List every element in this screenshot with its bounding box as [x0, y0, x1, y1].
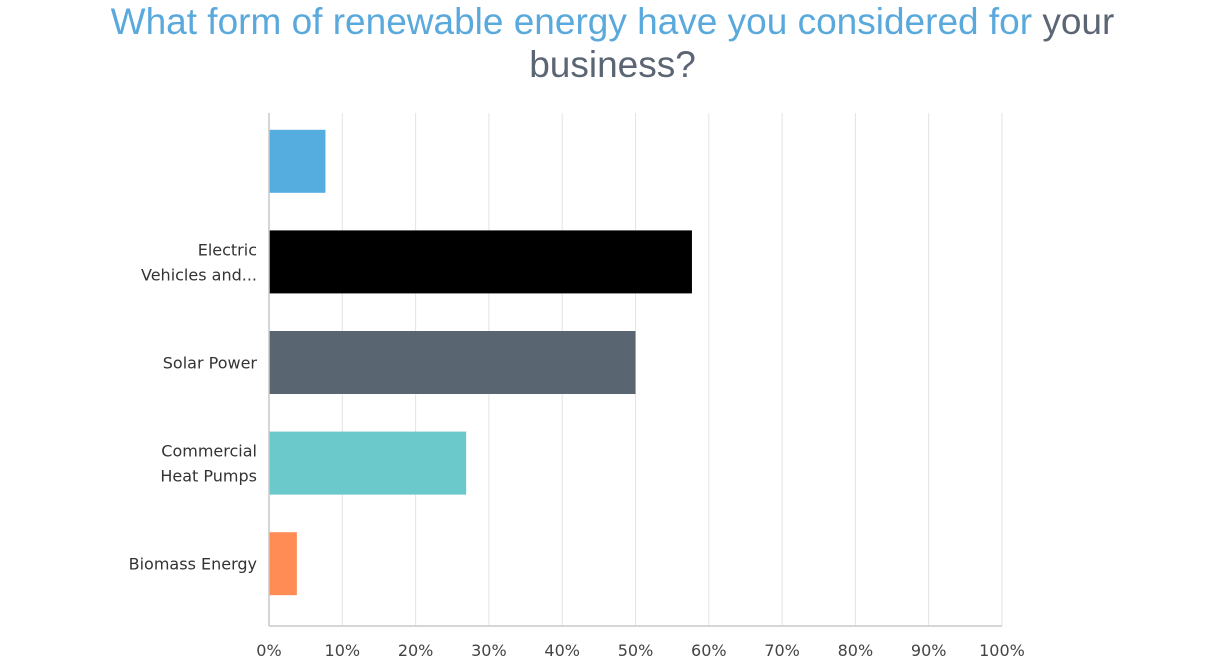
bar[interactable] [269, 431, 467, 495]
bars [269, 129, 692, 596]
x-tick-label: 70% [764, 641, 800, 660]
x-tick-label: 20% [398, 641, 434, 660]
category-label: Vehicles and... [141, 265, 257, 284]
bar[interactable] [269, 230, 692, 294]
x-tick-label: 100% [979, 641, 1025, 660]
axes [268, 113, 1002, 627]
x-tick-label: 90% [911, 641, 947, 660]
category-label: Electric [198, 240, 257, 259]
x-tick-label: 80% [838, 641, 874, 660]
chart-title-line2: business? [529, 44, 696, 85]
x-tick-label: 50% [618, 641, 654, 660]
chart-title-highlight: What form of renewable energy have you c… [110, 1, 1033, 42]
x-tick-label: 60% [691, 641, 727, 660]
x-tick-label: 0% [256, 641, 281, 660]
category-labels: Electric Vehicles and... Solar Power Commer… [129, 240, 258, 573]
category-label: Biomass Energy [129, 555, 257, 574]
x-tick-label: 30% [471, 641, 507, 660]
chart-title: What form of renewable energy have you c… [0, 0, 1225, 86]
bar[interactable] [269, 331, 636, 394]
category-label: Commercial [161, 442, 257, 461]
x-tick-label: 40% [544, 641, 580, 660]
chart-title-tail: your [1042, 1, 1115, 42]
category-label: Solar Power [163, 354, 258, 373]
bar[interactable] [269, 129, 326, 193]
x-tick-labels: 0% 10% 20% 30% 40% 50% 60% 70% 80% 90% 100% [256, 641, 1025, 660]
bar[interactable] [269, 532, 297, 596]
category-label: Heat Pumps [160, 467, 257, 486]
x-tick-label: 10% [325, 641, 361, 660]
